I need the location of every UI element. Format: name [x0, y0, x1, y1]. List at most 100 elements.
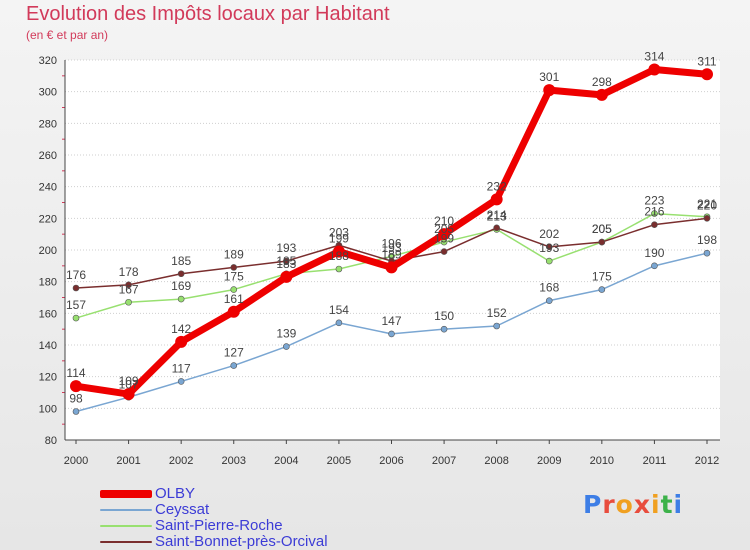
data-label: 199: [329, 232, 349, 246]
data-label: 189: [381, 247, 401, 261]
data-label: 167: [119, 282, 139, 296]
data-point: [280, 270, 293, 283]
data-label: 202: [539, 227, 559, 241]
data-label: 188: [329, 249, 349, 263]
series-olby: [70, 63, 713, 401]
data-point: [595, 88, 608, 101]
data-point: [490, 193, 503, 206]
legend-swatch: [100, 509, 152, 511]
data-point: [335, 319, 343, 327]
data-label: 142: [171, 322, 191, 336]
series-ceyssat: [72, 249, 711, 415]
data-point: [598, 286, 606, 293]
data-label: 98: [69, 392, 83, 406]
data-label: 139: [276, 327, 296, 341]
data-label: 193: [276, 241, 296, 255]
data-label: 178: [119, 265, 139, 279]
data-point: [177, 378, 185, 385]
y-tick-label: 160: [39, 308, 57, 320]
data-point: [125, 281, 132, 289]
data-point: [230, 362, 238, 369]
data-label: 298: [592, 75, 612, 89]
x-tick-label: 2009: [537, 455, 561, 467]
data-label: 154: [329, 303, 349, 317]
data-label: 232: [487, 179, 507, 193]
data-label: 169: [171, 279, 191, 293]
data-label: 190: [644, 246, 664, 260]
y-tick-label: 80: [45, 435, 57, 447]
x-tick-label: 2003: [222, 455, 246, 467]
data-point: [703, 249, 711, 257]
data-label: 183: [276, 257, 296, 271]
legend-label: Saint-Pierre-Roche: [155, 517, 283, 534]
data-label: 175: [592, 270, 612, 284]
x-tick-label: 2006: [379, 455, 403, 467]
data-label: 205: [434, 222, 454, 236]
data-point: [230, 264, 238, 271]
data-point: [651, 262, 658, 270]
data-label: 221: [697, 197, 717, 211]
axes: 80 100 120 140 160 180 200 220 240 260 280 300 320 20…: [39, 55, 720, 467]
logo-letter: i: [673, 490, 684, 519]
data-point: [545, 297, 553, 304]
data-label: 213: [487, 209, 507, 223]
gridlines: [65, 59, 720, 441]
data-point: [230, 286, 238, 293]
data-point: [493, 322, 500, 330]
data-label: 216: [644, 205, 664, 219]
y-tick-label: 260: [39, 150, 57, 162]
x-tick-label: 2011: [643, 455, 667, 467]
data-point: [438, 228, 451, 241]
data-label: 314: [644, 50, 664, 64]
data-point: [72, 408, 80, 415]
data-label: 311: [697, 54, 716, 68]
chart-title: Evolution des Impôts locaux par Habitant: [26, 3, 390, 25]
data-point: [122, 388, 135, 401]
data-point: [493, 224, 500, 232]
x-tick-label: 2004: [274, 455, 298, 467]
y-tick-label: 280: [39, 118, 57, 130]
data-point: [125, 298, 132, 306]
legend-label: Ceyssat: [155, 501, 210, 518]
data-point: [703, 215, 711, 222]
logo-letter: o: [615, 490, 634, 519]
y-tick-label: 120: [39, 372, 57, 384]
y-tick-label: 200: [39, 245, 57, 257]
data-label: 223: [644, 194, 664, 208]
y-tick-label: 140: [39, 340, 57, 352]
data-label: 147: [381, 314, 401, 328]
data-labels: 98 107 117 127 139 154 147 150 152 168 175 190 198 15…: [66, 50, 717, 406]
data-point: [175, 335, 188, 348]
series-lines: [70, 63, 713, 415]
y-tick-label: 180: [39, 277, 57, 289]
data-label: 203: [329, 225, 349, 239]
x-tick-label: 2005: [327, 455, 351, 467]
data-label: 185: [171, 254, 191, 268]
data-point: [72, 284, 80, 292]
data-label: 117: [172, 361, 191, 375]
data-label: 157: [66, 298, 86, 312]
legend-swatch: [100, 525, 152, 527]
data-label: 193: [381, 241, 401, 255]
data-point: [388, 330, 395, 338]
x-tick-label: 2010: [590, 455, 614, 467]
data-label: 301: [539, 70, 559, 84]
data-label: 127: [224, 346, 244, 360]
series-saint-bonnet-pres-orcival: [72, 215, 711, 292]
data-point: [335, 265, 343, 273]
data-label: 198: [697, 233, 717, 247]
data-point: [283, 257, 290, 265]
legend-label: Saint-Bonnet-près-Orcival: [155, 533, 328, 550]
data-point: [598, 238, 606, 246]
data-label: 114: [66, 366, 85, 380]
data-point: [701, 68, 713, 81]
logo-letter: i: [651, 490, 661, 519]
data-point: [283, 343, 290, 350]
data-point: [651, 210, 658, 217]
y-tick-label: 220: [39, 213, 57, 225]
y-tick-label: 240: [39, 182, 57, 194]
data-point: [651, 221, 658, 228]
data-label: 199: [434, 232, 454, 246]
